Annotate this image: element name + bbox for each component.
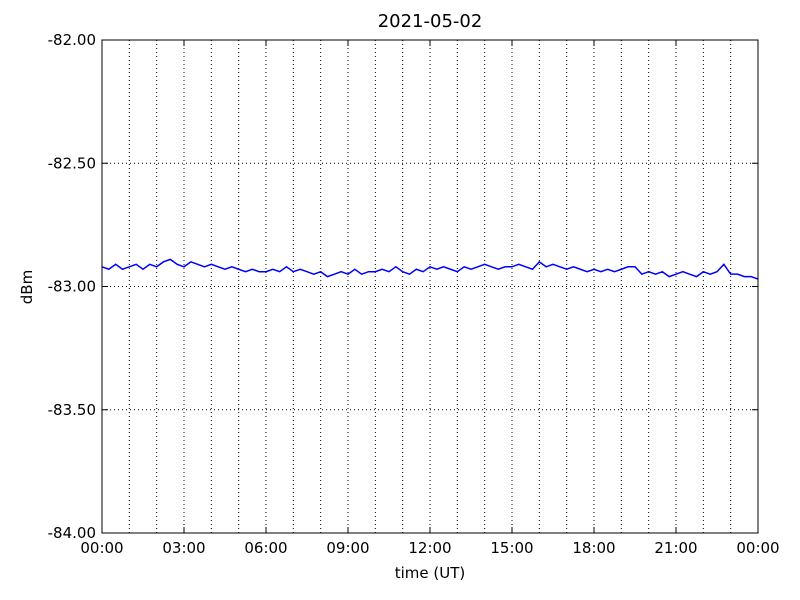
x-tick-label: 12:00	[408, 539, 451, 557]
y-axis-label: dBm	[18, 270, 36, 304]
y-tick-label: -83.00	[48, 278, 96, 296]
x-tick-label: 15:00	[490, 539, 533, 557]
y-tick-label: -82.00	[48, 31, 96, 49]
x-tick-label: 00:00	[736, 539, 779, 557]
x-axis-label: time (UT)	[395, 564, 466, 582]
chart-title: 2021-05-02	[378, 11, 483, 32]
x-tick-label: 09:00	[326, 539, 369, 557]
x-tick-label: 06:00	[244, 539, 287, 557]
x-tick-label: 21:00	[654, 539, 697, 557]
y-tick-label: -82.50	[48, 154, 96, 172]
y-tick-label: -84.00	[48, 524, 96, 542]
x-tick-label: 03:00	[162, 539, 205, 557]
x-tick-label: 00:00	[80, 539, 123, 557]
y-tick-label: -83.50	[48, 401, 96, 419]
x-tick-label: 18:00	[572, 539, 615, 557]
data-line	[101, 258, 759, 280]
plot-frame	[101, 39, 759, 534]
